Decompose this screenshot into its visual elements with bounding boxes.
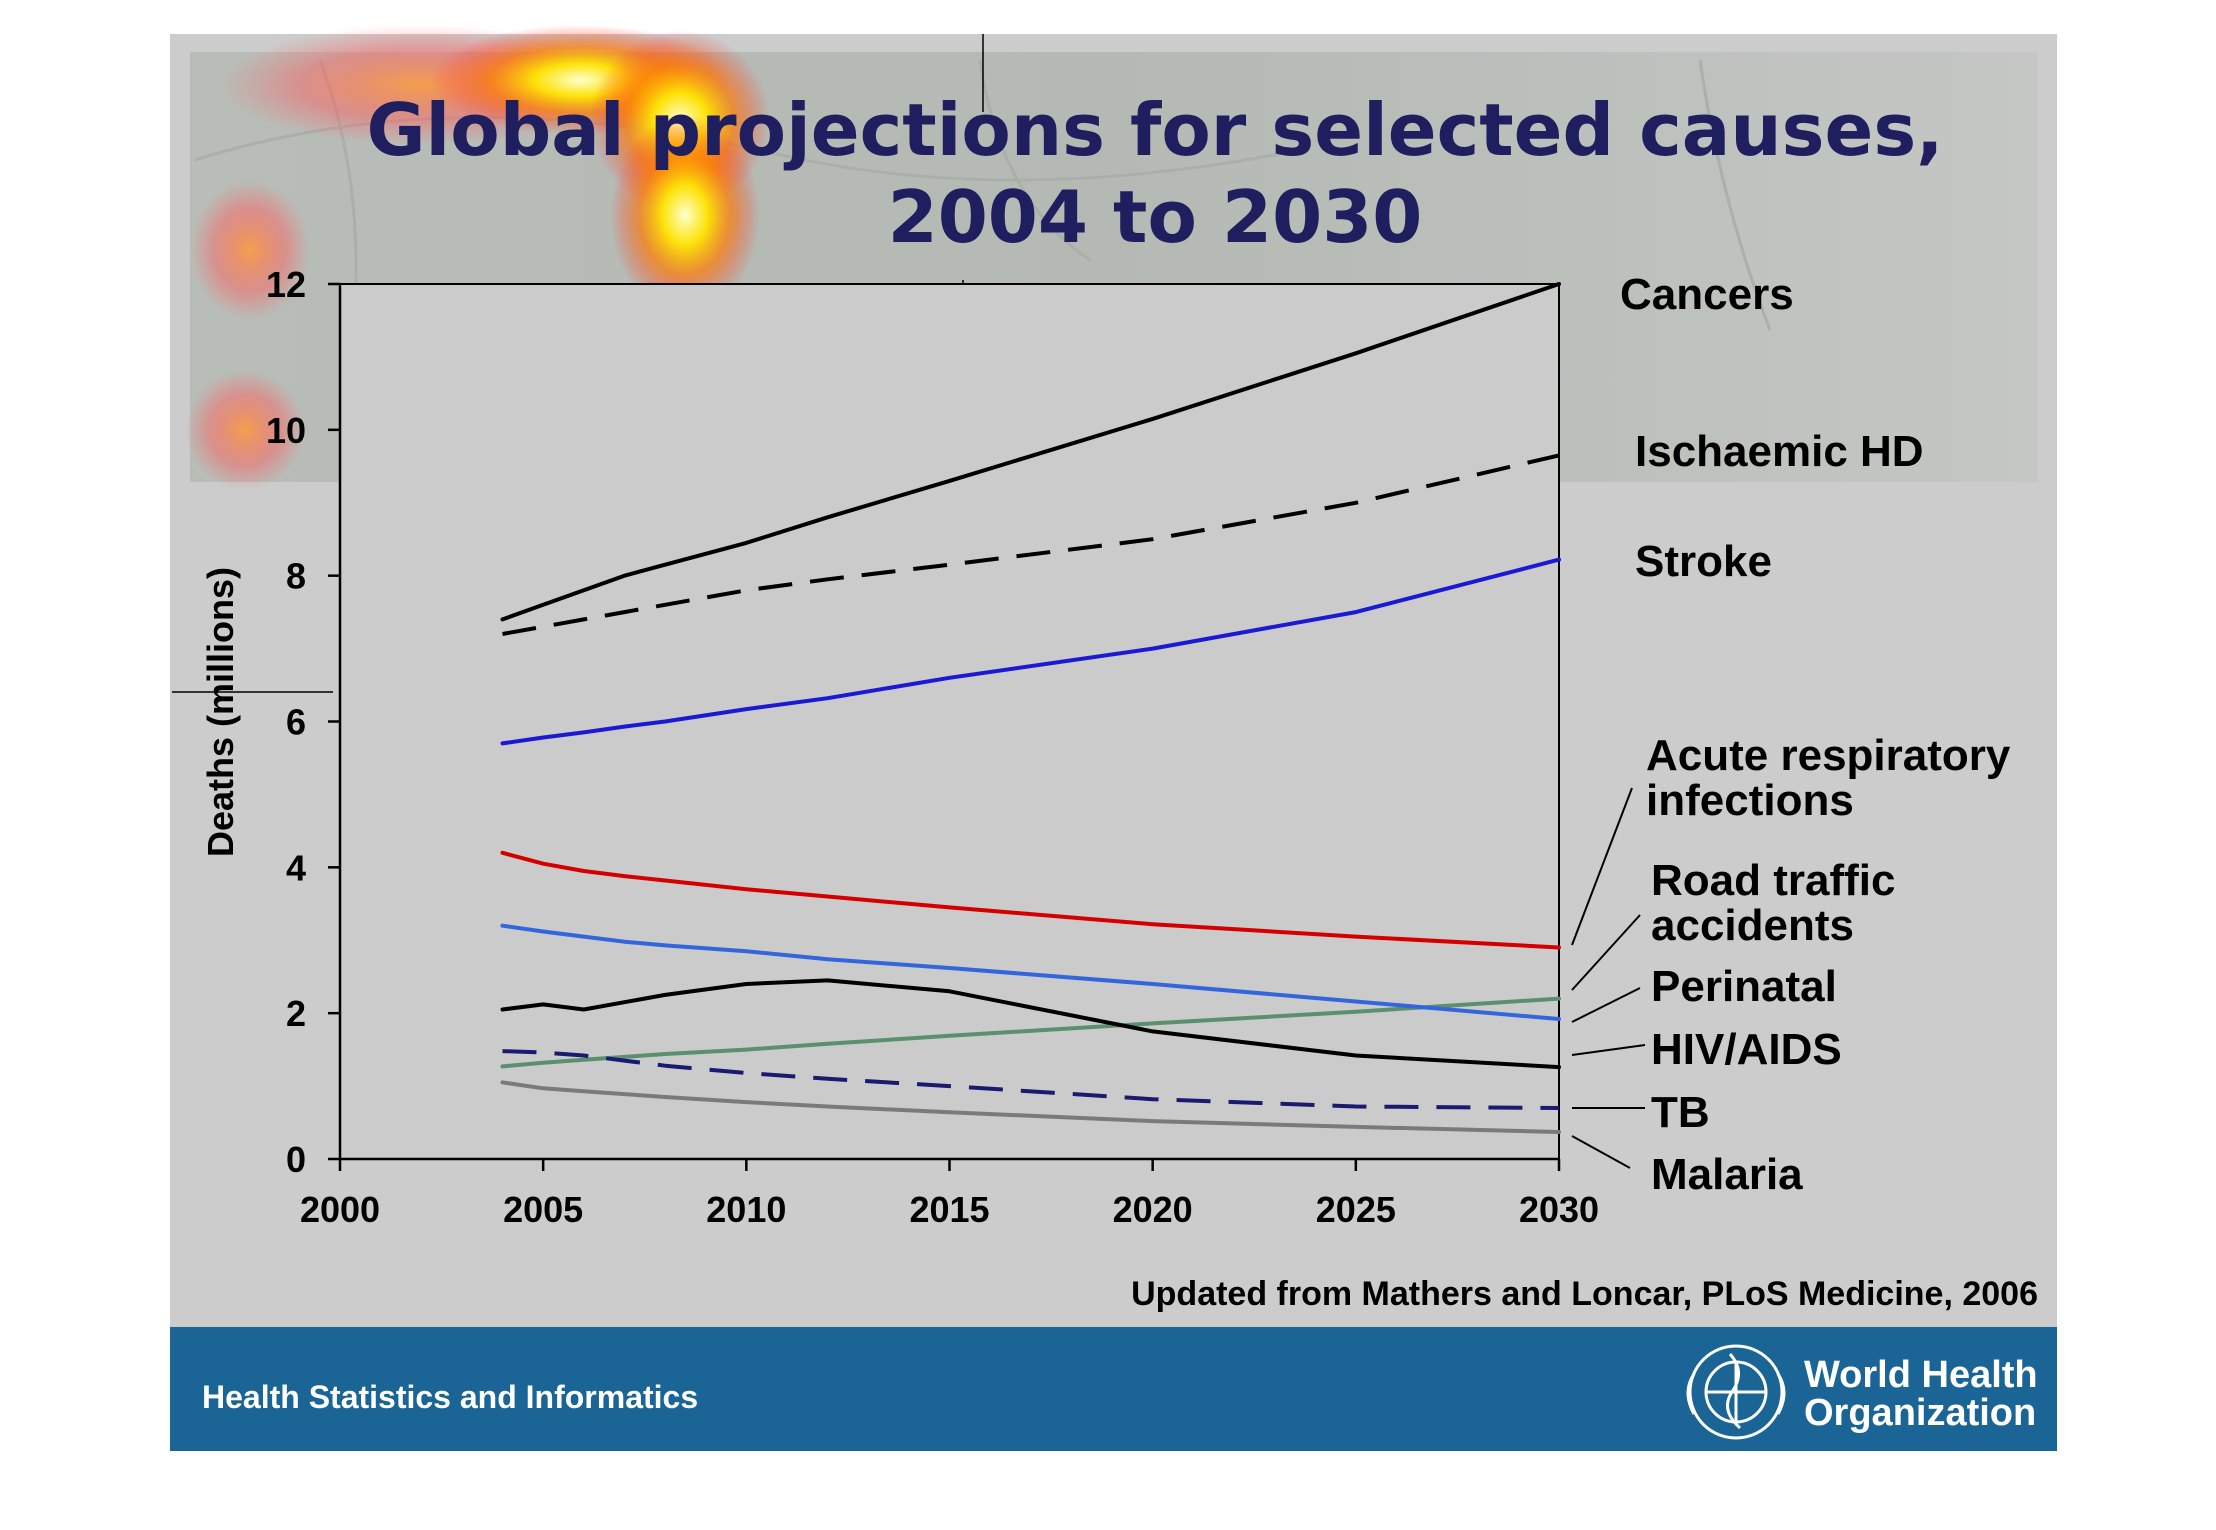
series-line-tb	[502, 1049, 1560, 1110]
plot-area	[340, 284, 1559, 1159]
y-axis-title: Deaths (millions)	[200, 567, 241, 857]
y-tick-label: 6	[286, 702, 306, 743]
label-tb: TB	[1651, 1088, 1710, 1137]
label-hiv-aids: HIV/AIDS	[1651, 1025, 1842, 1074]
org-name-line2: Organization	[1804, 1392, 2036, 1434]
series-line-acute-respiratory-infections	[500, 850, 1561, 950]
y-tick-label: 2	[286, 993, 306, 1034]
series-line-hiv-aids	[500, 978, 1561, 1070]
who-emblem-icon	[1686, 1344, 1786, 1440]
y-tick-label: 8	[286, 556, 306, 597]
label-stroke: Stroke	[1635, 537, 1772, 586]
series-line-cancers	[500, 282, 1561, 622]
x-tick-label: 2015	[909, 1189, 989, 1230]
source-note: Updated from Mathers and Loncar, PLoS Me…	[1131, 1275, 2038, 1313]
x-tick-label: 2020	[1113, 1189, 1193, 1230]
y-tick-label: 4	[286, 847, 306, 888]
leader-line-perinatal	[1571, 987, 1641, 1023]
x-tick-label: 2030	[1519, 1189, 1599, 1230]
series-line-road-traffic-accidents	[500, 996, 1561, 1069]
leader-line-hiv	[1571, 1044, 1646, 1056]
y-tick-label: 12	[266, 264, 306, 305]
axes: 0 2 4 6 8 10 12 2000 2005 2010 2015 2020 2025 2030	[266, 264, 1599, 1230]
leader-line-ari	[1571, 787, 1633, 946]
chart-subtitle: 2004 to 2030	[888, 175, 1423, 259]
y-tick-label: 10	[266, 410, 306, 451]
label-accidents: accidents	[1651, 901, 1854, 950]
label-leader-lines	[1571, 787, 1646, 1169]
label-malaria: Malaria	[1651, 1150, 1803, 1199]
leader-line-rta	[1571, 914, 1641, 991]
series-line-perinatal	[500, 923, 1561, 1021]
x-tick-label: 2010	[706, 1189, 786, 1230]
x-tick-label: 2005	[503, 1189, 583, 1230]
org-name-line1: World Health	[1804, 1354, 2038, 1396]
label-acute-respiratory: Acute respiratory	[1646, 731, 2011, 780]
label-ischaemic-hd: Ischaemic HD	[1635, 427, 1924, 476]
x-tick-label: 2000	[300, 1189, 380, 1230]
label-perinatal: Perinatal	[1651, 962, 1837, 1011]
series-lines	[500, 282, 1561, 1134]
series-line-ischaemic-hd	[502, 453, 1560, 636]
chart-title: Global projections for selected causes,	[366, 88, 1943, 172]
footer-left-text: Health Statistics and Informatics	[202, 1379, 698, 1415]
x-tick-label: 2025	[1316, 1189, 1396, 1230]
y-tick-label: 0	[286, 1139, 306, 1180]
label-road-traffic: Road traffic	[1651, 856, 1895, 905]
label-cancers: Cancers	[1620, 270, 1794, 319]
series-line-malaria	[500, 1080, 1561, 1134]
label-infections: infections	[1646, 776, 1854, 825]
series-line-stroke	[500, 557, 1561, 746]
leader-line-malaria	[1571, 1135, 1631, 1169]
